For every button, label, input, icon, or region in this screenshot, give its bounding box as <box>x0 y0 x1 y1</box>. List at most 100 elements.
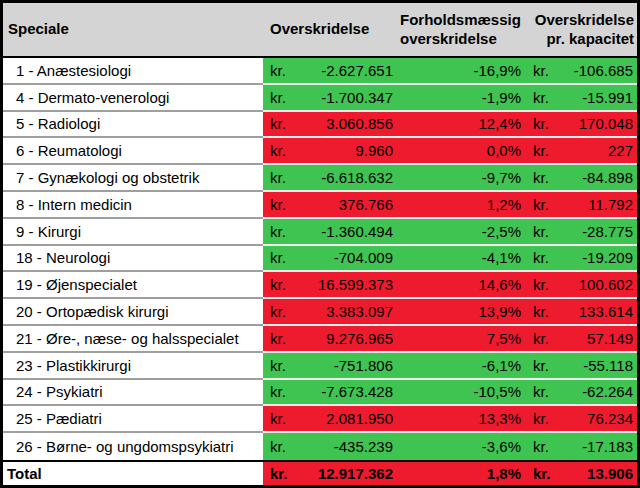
per-capacity-cell[interactable]: kr. 100.602 <box>524 272 637 299</box>
table-row[interactable]: 20 - Ortopædisk kirurgi kr. 3.383.097 13… <box>3 299 637 326</box>
per-capacity-cell[interactable]: kr. -19.209 <box>524 246 637 273</box>
pct-cell[interactable]: 12,4% <box>398 112 524 139</box>
pct-cell[interactable]: -6,1% <box>398 353 524 380</box>
table-row[interactable]: 19 - Øjenspecialet kr. 16.599.373 14,6% … <box>3 272 637 299</box>
table-row[interactable]: 26 - Børne- og ungdomspsykiatri kr. -435… <box>3 433 637 460</box>
currency-label: kr. <box>270 303 286 320</box>
per-capacity-value: 57.149 <box>587 330 633 347</box>
currency-label: kr. <box>533 115 549 132</box>
speciale-cell[interactable]: 7 - Gynækologi og obstetrik <box>3 165 263 192</box>
overskridelse-cell[interactable]: kr. 376.766 <box>263 192 398 219</box>
speciale-cell[interactable]: 23 - Plastikkirurgi <box>3 353 263 380</box>
speciale-cell[interactable]: 25 - Pædiatri <box>3 406 263 433</box>
table-header: Speciale Overskridelse Forholdsmæssig ov… <box>3 3 637 58</box>
per-capacity-cell[interactable]: kr. -55.118 <box>524 353 637 380</box>
pct-cell[interactable]: 0,0% <box>398 138 524 165</box>
total-row[interactable]: Total kr. 12.917.362 1,8% kr. 13.906 <box>3 460 637 485</box>
speciale-cell[interactable]: 19 - Øjenspecialet <box>3 272 263 299</box>
col-header-overskridelse[interactable]: Overskridelse <box>263 3 398 56</box>
total-label: Total <box>3 462 263 485</box>
pct-cell[interactable]: 13,9% <box>398 299 524 326</box>
per-capacity-cell[interactable]: kr. 133.614 <box>524 299 637 326</box>
overskridelse-cell[interactable]: kr. -7.673.428 <box>263 380 398 407</box>
table-row[interactable]: 6 - Reumatologi kr. 9.960 0,0% kr. 227 <box>3 138 637 165</box>
overskridelse-cell[interactable]: kr. -1.360.494 <box>263 219 398 246</box>
speciale-cell[interactable]: 24 - Psykiatri <box>3 380 263 407</box>
total-overskridelse-cell: kr. 12.917.362 <box>263 462 398 485</box>
currency-label: kr. <box>533 276 549 293</box>
pct-value: -10,5% <box>473 383 521 400</box>
pct-value: 12,4% <box>478 115 521 132</box>
col-header-overskridelse-pr-kapacitet[interactable]: Overskridelse pr. kapacitet <box>524 3 637 56</box>
pct-value: 13,3% <box>478 410 521 427</box>
overskridelse-cell[interactable]: kr. -704.009 <box>263 246 398 273</box>
speciale-cell[interactable]: 26 - Børne- og ungdomspsykiatri <box>3 433 263 460</box>
overskridelse-cell[interactable]: kr. -751.806 <box>263 353 398 380</box>
pct-cell[interactable]: -1,9% <box>398 85 524 112</box>
table-row[interactable]: 8 - Intern medicin kr. 376.766 1,2% kr. … <box>3 192 637 219</box>
pct-cell[interactable]: -9,7% <box>398 165 524 192</box>
currency-label: kr. <box>270 89 286 106</box>
overskridelse-cell[interactable]: kr. -435.239 <box>263 433 398 460</box>
overskridelse-cell[interactable]: kr. 3.383.097 <box>263 299 398 326</box>
per-capacity-cell[interactable]: kr. -15.991 <box>524 85 637 112</box>
pct-cell[interactable]: -2,5% <box>398 219 524 246</box>
table-row[interactable]: 7 - Gynækologi og obstetrik kr. -6.618.6… <box>3 165 637 192</box>
col-header-forholdsmaessig-overskridelse[interactable]: Forholdsmæssig overskridelse <box>398 3 524 56</box>
per-capacity-cell[interactable]: kr. 227 <box>524 138 637 165</box>
table-row[interactable]: 21 - Øre-, næse- og halsspecialet kr. 9.… <box>3 326 637 353</box>
overskridelse-cell[interactable]: kr. -1.700.347 <box>263 85 398 112</box>
speciale-cell[interactable]: 20 - Ortopædisk kirurgi <box>3 299 263 326</box>
table-row[interactable]: 4 - Dermato-venerologi kr. -1.700.347 -1… <box>3 85 637 112</box>
table-row[interactable]: 23 - Plastikkirurgi kr. -751.806 -6,1% k… <box>3 353 637 380</box>
speciale-cell[interactable]: 21 - Øre-, næse- og halsspecialet <box>3 326 263 353</box>
per-capacity-cell[interactable]: kr. 57.149 <box>524 326 637 353</box>
overskridelse-cell[interactable]: kr. 9.960 <box>263 138 398 165</box>
overskridelse-cell[interactable]: kr. -2.627.651 <box>263 58 398 85</box>
overskridelse-cell[interactable]: kr. 9.276.965 <box>263 326 398 353</box>
speciale-cell[interactable]: 5 - Radiologi <box>3 112 263 139</box>
per-capacity-value: -55.118 <box>583 357 633 374</box>
speciale-cell[interactable]: 9 - Kirurgi <box>3 219 263 246</box>
total-per-capacity-cell: kr. 13.906 <box>524 462 637 485</box>
table-row[interactable]: 25 - Pædiatri kr. 2.081.950 13,3% kr. 76… <box>3 406 637 433</box>
per-capacity-cell[interactable]: kr. -84.898 <box>524 165 637 192</box>
pct-cell[interactable]: -16,9% <box>398 58 524 85</box>
overskridelse-cell[interactable]: kr. -6.618.632 <box>263 165 398 192</box>
currency-label: kr. <box>533 196 549 213</box>
overskridelse-value: -1.700.347 <box>321 89 393 106</box>
speciale-cell[interactable]: 6 - Reumatologi <box>3 138 263 165</box>
speciale-cell[interactable]: 18 - Neurologi <box>3 246 263 273</box>
per-capacity-cell[interactable]: kr. 11.792 <box>524 192 637 219</box>
pct-cell[interactable]: 14,6% <box>398 272 524 299</box>
per-capacity-cell[interactable]: kr. -106.685 <box>524 58 637 85</box>
total-pct-value: 1,8% <box>487 465 521 482</box>
col-header-speciale[interactable]: Speciale <box>3 3 263 56</box>
per-capacity-cell[interactable]: kr. -62.264 <box>524 380 637 407</box>
table-row[interactable]: 9 - Kirurgi kr. -1.360.494 -2,5% kr. -28… <box>3 219 637 246</box>
overskridelse-value: -751.806 <box>334 357 393 374</box>
pct-cell[interactable]: -4,1% <box>398 246 524 273</box>
speciale-cell[interactable]: 4 - Dermato-venerologi <box>3 85 263 112</box>
per-capacity-value: 227 <box>608 142 633 159</box>
pct-cell[interactable]: 13,3% <box>398 406 524 433</box>
table-row[interactable]: 1 - Anæstesiologi kr. -2.627.651 -16,9% … <box>3 58 637 85</box>
currency-label: kr. <box>533 169 549 186</box>
table-row[interactable]: 5 - Radiologi kr. 3.060.856 12,4% kr. 17… <box>3 112 637 139</box>
table-row[interactable]: 18 - Neurologi kr. -704.009 -4,1% kr. -1… <box>3 246 637 273</box>
pct-cell[interactable]: 7,5% <box>398 326 524 353</box>
overskridelse-cell[interactable]: kr. 2.081.950 <box>263 406 398 433</box>
speciale-cell[interactable]: 1 - Anæstesiologi <box>3 58 263 85</box>
pct-cell[interactable]: -3,6% <box>398 433 524 460</box>
table-row[interactable]: 24 - Psykiatri kr. -7.673.428 -10,5% kr.… <box>3 380 637 407</box>
overskridelse-cell[interactable]: kr. 16.599.373 <box>263 272 398 299</box>
overskridelse-cell[interactable]: kr. 3.060.856 <box>263 112 398 139</box>
speciale-cell[interactable]: 8 - Intern medicin <box>3 192 263 219</box>
per-capacity-cell[interactable]: kr. 76.234 <box>524 406 637 433</box>
pct-cell[interactable]: 1,2% <box>398 192 524 219</box>
per-capacity-cell[interactable]: kr. -17.183 <box>524 433 637 460</box>
per-capacity-cell[interactable]: kr. 170.048 <box>524 112 637 139</box>
pct-cell[interactable]: -10,5% <box>398 380 524 407</box>
per-capacity-cell[interactable]: kr. -28.775 <box>524 219 637 246</box>
pct-value: -1,9% <box>482 89 521 106</box>
